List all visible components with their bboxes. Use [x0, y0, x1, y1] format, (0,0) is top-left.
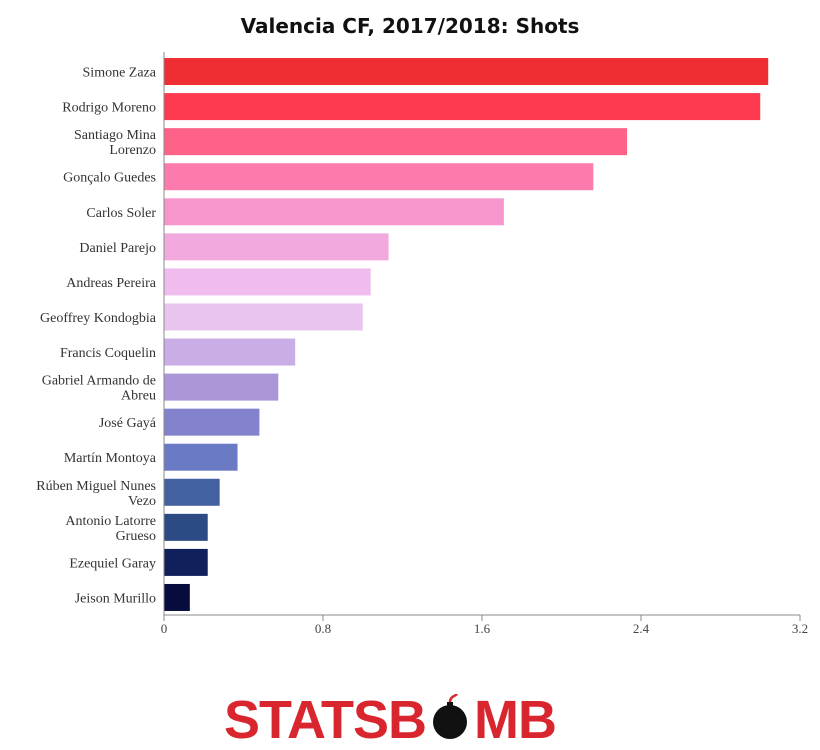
category-label: Geoffrey Kondogbia	[40, 311, 157, 326]
x-tick-label: 0	[161, 621, 168, 636]
bar	[164, 303, 363, 331]
x-tick-label: 0.8	[315, 621, 331, 636]
bar	[164, 128, 628, 156]
bar	[164, 373, 279, 401]
category-label: Antonio Latorre Grueso	[65, 514, 156, 544]
statsbomb-logo: STATSB MB	[224, 690, 557, 750]
x-tick-label: 3.2	[792, 621, 808, 636]
bar	[164, 233, 389, 261]
category-label: Gabriel Armando de Abreu	[42, 374, 156, 404]
bar	[164, 513, 208, 541]
bar	[164, 548, 208, 576]
category-label: Gonçalo Guedes	[63, 171, 156, 186]
category-label: Martín Montoya	[64, 451, 157, 466]
bomb-icon	[432, 694, 467, 739]
category-label: Daniel Parejo	[79, 241, 156, 256]
bar	[164, 198, 504, 226]
bar	[164, 93, 761, 121]
logo-text-right: MB	[473, 690, 557, 750]
bar	[164, 478, 220, 506]
x-tick-label: 2.4	[633, 621, 650, 636]
category-label: Andreas Pereira	[66, 276, 157, 291]
category-label: Ezequiel Garay	[69, 556, 156, 571]
bar	[164, 268, 371, 296]
category-label: Santiago Mina Lorenzo	[74, 128, 157, 158]
x-tick-label: 1.6	[474, 621, 491, 636]
logo-text-left: STATSB	[224, 690, 427, 750]
bar-chart: Simone Zaza Rodrigo Moreno Santiago Mina Lo…	[36, 52, 808, 636]
bar	[164, 443, 238, 471]
bar	[164, 163, 594, 191]
bar	[164, 583, 190, 611]
chart-title: Valencia CF, 2017/2018: Shots	[240, 14, 580, 38]
bar	[164, 408, 260, 436]
category-label: Francis Coquelin	[60, 346, 156, 361]
category-label: José Gayá	[99, 416, 157, 431]
category-label: Rúben Miguel Nunes Vezo	[36, 479, 156, 509]
bar	[164, 338, 296, 366]
category-label: Carlos Soler	[86, 206, 156, 221]
category-label: Rodrigo Moreno	[62, 101, 156, 116]
category-label: Simone Zaza	[83, 66, 157, 81]
category-label: Jeison Murillo	[75, 591, 156, 606]
bar	[164, 58, 769, 86]
